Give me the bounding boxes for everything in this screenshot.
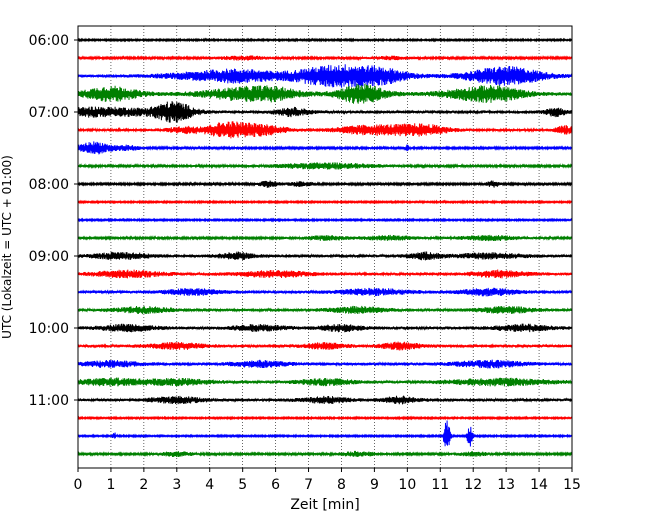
y-tick-label: 08:00 [29, 177, 69, 193]
y-tick-label: 06:00 [29, 33, 69, 49]
trace-row [77, 377, 573, 387]
x-tick-label: 15 [563, 477, 581, 493]
trace-row [77, 199, 573, 205]
trace-row [77, 180, 573, 188]
x-tick-label: 13 [497, 477, 515, 493]
plot-frame [77, 25, 573, 469]
x-axis: 0 1 2 3 4 5 6 7 8 9 10 11 12 13 14 15 [74, 468, 581, 493]
trace-row [77, 55, 573, 61]
trace-row [77, 121, 573, 139]
trace-row [77, 287, 573, 297]
trace-row [77, 162, 573, 170]
trace-row [77, 420, 573, 447]
x-tick-label: 0 [74, 477, 83, 493]
x-tick-label: 14 [530, 477, 548, 493]
y-tick-label: 07:00 [29, 105, 69, 121]
x-axis-label: Zeit [min] [290, 497, 359, 513]
x-tick-label: 10 [398, 477, 416, 493]
trace-row [77, 217, 573, 223]
trace-row [77, 450, 573, 458]
trace-row [77, 305, 573, 315]
x-tick-label: 8 [337, 477, 346, 493]
trace-row [77, 415, 573, 421]
trace-row [77, 269, 573, 279]
trace-row [77, 359, 573, 369]
trace-row [77, 323, 573, 333]
trace-row [77, 37, 573, 43]
x-tick-label: 5 [238, 477, 247, 493]
trace-row [77, 341, 573, 351]
x-tick-label: 11 [431, 477, 449, 493]
trace-row [77, 83, 573, 104]
trace-row [77, 251, 573, 261]
x-tick-label: 2 [139, 477, 148, 493]
seismogram-traces [77, 37, 573, 458]
y-tick-label: 11:00 [29, 393, 69, 409]
trace-row [77, 64, 573, 88]
trace-row [77, 234, 573, 242]
trace-row [77, 141, 573, 155]
x-tick-label: 3 [172, 477, 181, 493]
y-axis-label: UTC (Lokalzeit = UTC + 01:00) [0, 155, 14, 339]
x-tick-label: 7 [304, 477, 313, 493]
x-tick-label: 12 [464, 477, 482, 493]
y-tick-label: 10:00 [29, 321, 69, 337]
x-tick-label: 4 [205, 477, 214, 493]
trace-row [77, 101, 573, 123]
y-axis: 06:00 07:00 08:00 09:00 10:00 11:00 [29, 33, 78, 409]
x-tick-label: 1 [106, 477, 115, 493]
y-tick-label: 09:00 [29, 249, 69, 265]
x-tick-label: 6 [271, 477, 280, 493]
trace-row [77, 395, 573, 405]
x-tick-label: 9 [370, 477, 379, 493]
